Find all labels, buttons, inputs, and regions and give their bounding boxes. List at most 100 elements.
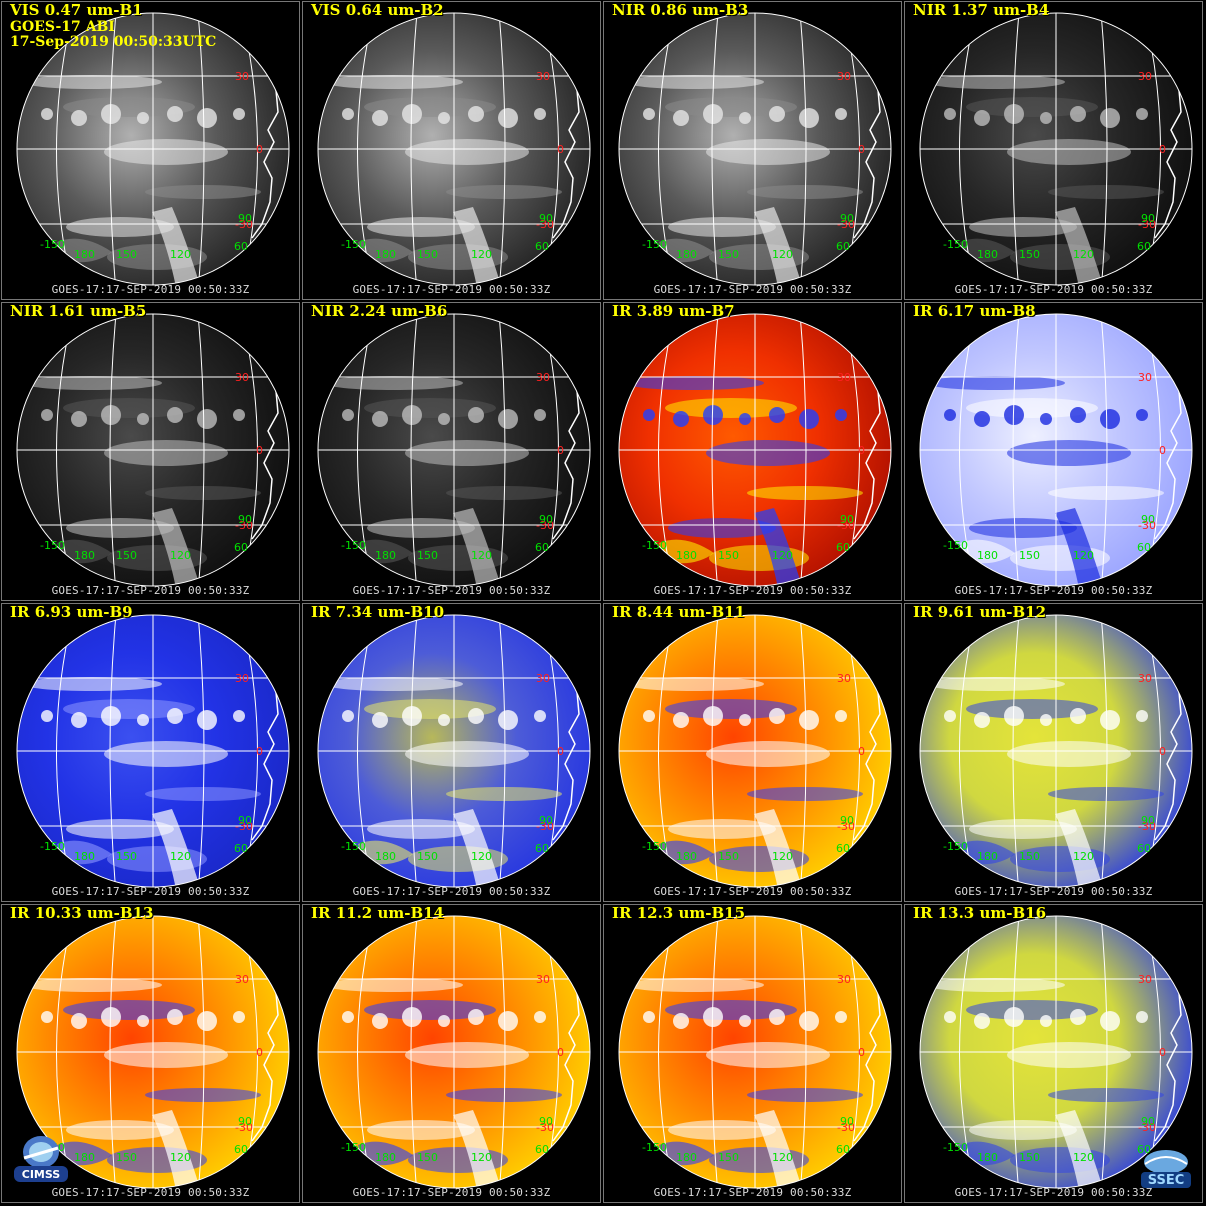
- latitude-label: -30: [1138, 519, 1156, 532]
- longitude-label: 180: [375, 248, 396, 261]
- panel-timestamp-footer: GOES-17:17-SEP-2019 00:50:33Z: [352, 885, 551, 898]
- latitude-label: 0: [858, 444, 865, 457]
- latitude-label: -30: [235, 519, 253, 532]
- longitude-label: 60: [1137, 1143, 1151, 1156]
- longitude-label: -150: [40, 840, 65, 853]
- band-label: IR 6.93 um-B9: [10, 603, 133, 621]
- latitude-label: 30: [536, 70, 550, 83]
- longitude-label: 150: [116, 248, 137, 261]
- longitude-label: 120: [772, 1151, 793, 1164]
- latitude-label: 30: [837, 672, 851, 685]
- latitude-label: -30: [837, 519, 855, 532]
- latitude-label: -30: [1138, 1121, 1156, 1134]
- latitude-label: -30: [536, 820, 554, 833]
- longitude-label: 180: [74, 248, 95, 261]
- band-label: IR 12.3 um-B15: [612, 904, 746, 922]
- longitude-label: 150: [1019, 850, 1040, 863]
- panel-timestamp-footer: GOES-17:17-SEP-2019 00:50:33Z: [51, 584, 250, 597]
- panel-timestamp-footer: GOES-17:17-SEP-2019 00:50:33Z: [954, 885, 1153, 898]
- latitude-label: 30: [235, 70, 249, 83]
- band-panel: 30 0 -30 -150 180 150 120 60 90 VIS 0.64 um-B2 GOE…: [302, 1, 601, 300]
- latitude-label: 30: [1138, 371, 1152, 384]
- panel-timestamp-footer: GOES-17:17-SEP-2019 00:50:33Z: [51, 885, 250, 898]
- longitude-label: 150: [718, 549, 739, 562]
- band-panel: 30 0 -30 -150 180 150 120 60 90 NIR 0.86 um-B3 GOE…: [603, 1, 902, 300]
- band-panel: 30 0 -30 -150 180 150 120 60 90 IR 3.89 um-B7 GOES…: [603, 302, 902, 601]
- longitude-label: 120: [1073, 850, 1094, 863]
- longitude-label: 120: [1073, 248, 1094, 261]
- latitude-label: 0: [1159, 143, 1166, 156]
- latitude-label: 0: [256, 745, 263, 758]
- longitude-label: 180: [74, 850, 95, 863]
- longitude-label: 60: [836, 1143, 850, 1156]
- latitude-label: 0: [1159, 1046, 1166, 1059]
- latitude-label: 0: [557, 745, 564, 758]
- longitude-label: 150: [1019, 1151, 1040, 1164]
- longitude-label: -150: [943, 238, 968, 251]
- longitude-label: 60: [234, 842, 248, 855]
- longitude-label: -150: [341, 238, 366, 251]
- longitude-label: 120: [170, 248, 191, 261]
- scan-time: 17-Sep-2019 00:50:33UTC: [10, 34, 217, 50]
- longitude-label: 150: [718, 850, 739, 863]
- panel-timestamp-footer: GOES-17:17-SEP-2019 00:50:33Z: [954, 283, 1153, 296]
- longitude-label: 90: [1141, 513, 1155, 526]
- latitude-label: -30: [536, 218, 554, 231]
- longitude-label: 150: [116, 850, 137, 863]
- latitude-label: 30: [1138, 70, 1152, 83]
- band-panel: 30 0 -30 -150 180 150 120 60 90 IR 9.61 um-B12 GOE…: [904, 603, 1203, 902]
- latitude-label: -30: [837, 1121, 855, 1134]
- latitude-label: 30: [837, 371, 851, 384]
- longitude-label: -150: [40, 238, 65, 251]
- longitude-label: 90: [1141, 1115, 1155, 1128]
- satellite-name: GOES-17 ABI: [10, 19, 115, 35]
- band-label: IR 11.2 um-B14: [311, 904, 445, 922]
- latitude-label: -30: [837, 820, 855, 833]
- longitude-label: 90: [539, 212, 553, 225]
- cimss-logo: CIMSS: [10, 1130, 72, 1184]
- longitude-label: 180: [74, 549, 95, 562]
- band-label: NIR 2.24 um-B6: [311, 302, 448, 320]
- longitude-label: 180: [676, 1151, 697, 1164]
- latitude-label: 0: [858, 1046, 865, 1059]
- band-panel: 30 0 -30 -150 180 150 120 60 90 NIR 2.24 um-B6 GOE…: [302, 302, 601, 601]
- longitude-label: 90: [238, 1115, 252, 1128]
- longitude-label: 90: [1141, 814, 1155, 827]
- longitude-label: 60: [535, 541, 549, 554]
- longitude-label: -150: [40, 539, 65, 552]
- longitude-label: 150: [116, 1151, 137, 1164]
- band-label: IR 8.44 um-B11: [612, 603, 746, 621]
- latitude-label: 30: [235, 371, 249, 384]
- latitude-label: -30: [235, 820, 253, 833]
- longitude-label: 120: [471, 1151, 492, 1164]
- longitude-label: 60: [836, 240, 850, 253]
- latitude-label: 30: [536, 973, 550, 986]
- longitude-label: 60: [535, 1143, 549, 1156]
- latitude-label: -30: [536, 519, 554, 532]
- panel-timestamp-footer: GOES-17:17-SEP-2019 00:50:33Z: [954, 584, 1153, 597]
- band-label: VIS 0.64 um-B2: [311, 1, 444, 19]
- longitude-label: 60: [234, 240, 248, 253]
- longitude-label: 120: [1073, 549, 1094, 562]
- band-panel: 30 0 -30 -150 180 150 120 60 90 IR 8.44 um-B11 GOE…: [603, 603, 902, 902]
- latitude-label: 0: [1159, 444, 1166, 457]
- latitude-label: -30: [1138, 218, 1156, 231]
- longitude-label: 180: [375, 549, 396, 562]
- panel-timestamp-footer: GOES-17:17-SEP-2019 00:50:33Z: [653, 584, 852, 597]
- longitude-label: 150: [718, 248, 739, 261]
- band-panel: 30 0 -30 -150 180 150 120 60 90 IR 12.3 um-B15 GOE…: [603, 904, 902, 1203]
- longitude-label: -150: [341, 1141, 366, 1154]
- latitude-label: 0: [1159, 745, 1166, 758]
- longitude-label: 90: [840, 1115, 854, 1128]
- longitude-label: -150: [642, 840, 667, 853]
- band-label: NIR 1.61 um-B5: [10, 302, 147, 320]
- band-panel: 30 0 -30 -150 180 150 120 60 90 IR 6.93 um-B9 GOES…: [1, 603, 300, 902]
- longitude-label: 90: [539, 513, 553, 526]
- longitude-label: 120: [772, 549, 793, 562]
